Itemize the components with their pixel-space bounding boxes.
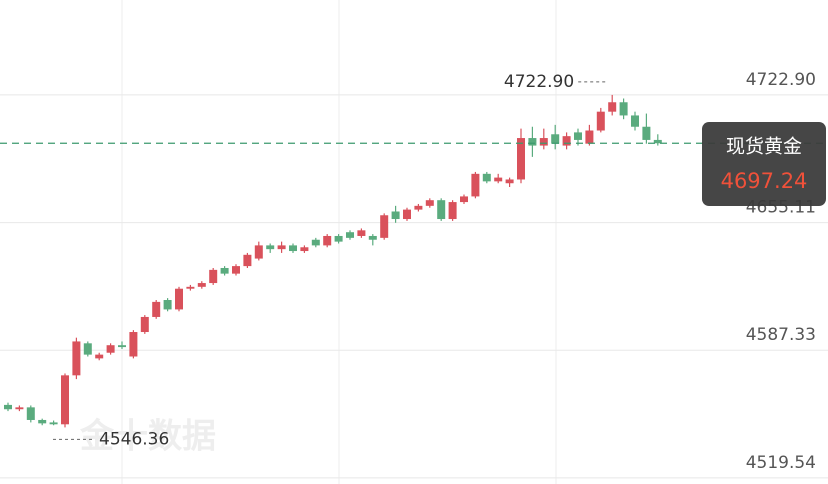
candle-body <box>72 341 81 376</box>
candle-body <box>118 345 126 348</box>
y-tick-label: 4519.54 <box>746 453 816 473</box>
candle-body <box>4 404 12 410</box>
candle-body <box>26 407 35 420</box>
candle-body <box>539 138 548 146</box>
candle-body <box>346 232 354 238</box>
candle-body <box>653 139 662 144</box>
candle-body <box>380 215 389 238</box>
min-label: 4546.36 <box>99 429 169 449</box>
candle-body <box>471 173 480 197</box>
candle-body <box>425 200 434 206</box>
price-value: 4697.24 <box>721 169 808 193</box>
candle-body <box>277 245 286 250</box>
max-label: 4722.90 <box>504 72 574 92</box>
candle-body <box>368 235 377 240</box>
candle-body <box>300 247 309 252</box>
candle-body <box>437 200 446 220</box>
watermark: 金十数据 <box>79 417 216 457</box>
candle-body <box>232 266 240 274</box>
candle-body <box>83 343 92 355</box>
candle-body <box>129 332 138 357</box>
candle-body <box>334 235 343 242</box>
candle-body <box>585 130 594 144</box>
candle-body <box>460 196 468 203</box>
candle-body <box>482 173 491 182</box>
candle-body <box>311 239 320 246</box>
candle-body <box>494 177 503 182</box>
candle-body <box>95 354 104 359</box>
y-tick-label: 4722.90 <box>746 70 816 90</box>
candle-body <box>266 245 275 250</box>
candle-body <box>517 138 525 180</box>
candle-body <box>175 288 183 310</box>
candle-body <box>642 126 651 140</box>
price-name: 现货黄金 <box>726 136 802 158</box>
candle-body <box>391 211 400 220</box>
candle-body <box>608 102 617 112</box>
candle-body <box>528 138 537 146</box>
candle-body <box>61 375 69 425</box>
candle-body <box>152 301 161 317</box>
candle-body <box>448 202 457 220</box>
candle-body <box>631 115 639 127</box>
candle-body <box>357 230 366 236</box>
candle-body <box>323 235 332 246</box>
candle-body <box>106 345 115 353</box>
candle-body <box>220 267 229 274</box>
candle-body <box>197 283 206 287</box>
candle-body <box>254 245 263 259</box>
candle-body <box>505 179 514 184</box>
candle-body <box>243 254 252 267</box>
candle-body <box>574 132 582 140</box>
candle-body <box>289 245 297 252</box>
candle-body <box>562 136 571 146</box>
candle-body <box>140 316 149 333</box>
candle-body <box>551 134 560 144</box>
candle-body <box>15 407 24 410</box>
candle-body <box>49 422 58 425</box>
candle-body <box>596 111 605 131</box>
price-box <box>702 122 826 206</box>
candle-body <box>163 300 172 310</box>
candle-body <box>403 209 411 220</box>
candle-body <box>186 286 195 289</box>
candle-body <box>38 419 47 424</box>
y-tick-label: 4587.33 <box>746 325 816 345</box>
candle-body <box>209 269 218 284</box>
candle-body <box>619 102 628 116</box>
candle-body <box>414 205 423 210</box>
